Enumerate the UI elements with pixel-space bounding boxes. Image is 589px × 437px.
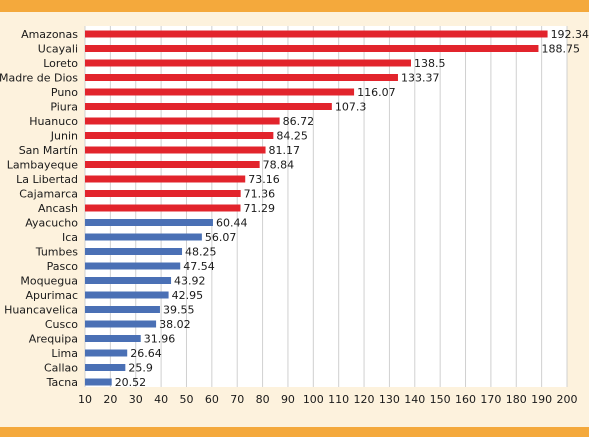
bar [85, 306, 160, 313]
bar [85, 88, 355, 96]
data-label: 107.3 [335, 101, 367, 114]
data-label: 20.52 [115, 376, 147, 389]
category-label: Lambayeque [7, 159, 79, 172]
x-tick-label: 50 [179, 393, 193, 406]
bar [85, 30, 548, 38]
bar [85, 291, 169, 299]
x-tick-label: 190 [531, 393, 552, 406]
x-tick-label: 80 [256, 393, 270, 406]
data-label: 84.25 [276, 130, 308, 143]
bar [85, 233, 202, 241]
category-label: Huanuco [29, 115, 78, 128]
data-label: 116.07 [357, 86, 396, 99]
data-label: 31.96 [144, 333, 176, 346]
category-label: Amazonas [21, 28, 78, 41]
bar [85, 204, 241, 212]
data-label: 192.34 [551, 28, 589, 41]
category-label: Madre de Dios [0, 72, 78, 85]
data-label: 47.54 [183, 260, 215, 273]
data-label: 71.36 [244, 188, 276, 201]
category-label: Piura [50, 101, 78, 114]
x-tick-label: 180 [506, 393, 527, 406]
category-label: Callao [44, 362, 78, 375]
bar [85, 146, 266, 154]
category-label: Lima [51, 347, 78, 360]
category-label: Ica [62, 231, 78, 244]
data-label: 78.84 [263, 159, 295, 172]
category-label: San Martín [19, 144, 78, 157]
x-tick-label: 10 [78, 393, 92, 406]
data-label: 26.64 [130, 347, 162, 360]
x-tick-label: 150 [430, 393, 451, 406]
bar [85, 175, 246, 183]
category-label: Ucayali [38, 43, 78, 56]
category-label: Puno [51, 86, 78, 99]
data-label: 48.25 [185, 246, 217, 259]
data-label: 86.72 [283, 115, 315, 128]
bar [85, 248, 183, 255]
x-tick-label: 40 [154, 393, 168, 406]
data-label: 81.17 [269, 144, 301, 157]
data-label: 71.29 [243, 202, 274, 215]
category-label: Loreto [43, 57, 78, 70]
category-label: Cusco [45, 318, 78, 331]
data-label: 25.9 [128, 362, 153, 375]
x-tick-label: 90 [281, 393, 295, 406]
x-tick-label: 70 [230, 393, 244, 406]
category-label: Ayacucho [25, 217, 78, 230]
data-label: 56.07 [205, 231, 237, 244]
bar [85, 335, 141, 342]
x-tick-label: 30 [129, 393, 143, 406]
x-tick-label: 20 [103, 393, 117, 406]
data-label: 42.95 [172, 289, 204, 302]
bar [85, 59, 411, 67]
category-label: Tacna [46, 376, 78, 389]
category-label: Moquegua [20, 275, 78, 288]
bar [85, 277, 172, 284]
data-label: 188.75 [541, 43, 580, 56]
data-label: 43.92 [174, 275, 206, 288]
x-tick-label: 200 [557, 393, 578, 406]
data-label: 133.37 [401, 72, 440, 85]
x-tick-label: 170 [480, 393, 501, 406]
x-tick-label: 160 [455, 393, 476, 406]
data-label: 138.5 [414, 57, 446, 70]
category-label: Huancavelica [4, 304, 78, 317]
category-label: Pasco [47, 260, 79, 273]
bar [85, 349, 128, 357]
x-tick-label: 140 [404, 393, 425, 406]
bar [85, 378, 112, 386]
bar [85, 117, 280, 125]
category-label: Apurimac [25, 289, 78, 302]
x-tick-label: 120 [354, 393, 375, 406]
category-label: Junin [50, 130, 78, 143]
data-label: 39.55 [163, 304, 195, 317]
bar [85, 364, 126, 371]
bar [85, 190, 241, 197]
x-tick-label: 100 [303, 393, 324, 406]
bottom-band [0, 427, 589, 437]
x-tick-label: 60 [205, 393, 219, 406]
bar [85, 45, 539, 52]
data-label: 38.02 [159, 318, 191, 331]
x-tick-label: 130 [379, 393, 400, 406]
category-label: Arequipa [29, 333, 78, 346]
bar [85, 161, 260, 168]
bar [85, 132, 274, 139]
bar [85, 74, 398, 81]
top-band [0, 0, 589, 12]
x-tick-label: 110 [328, 393, 349, 406]
category-label: Tumbes [35, 246, 78, 259]
bar [85, 262, 181, 270]
category-label: Ancash [38, 202, 78, 215]
data-label: 60.44 [216, 217, 248, 230]
data-label: 73.16 [248, 173, 279, 186]
bar [85, 320, 157, 328]
bar [85, 219, 213, 226]
bar [85, 103, 332, 110]
category-label: La Libertad [16, 173, 78, 186]
category-label: Cajamarca [19, 188, 78, 201]
